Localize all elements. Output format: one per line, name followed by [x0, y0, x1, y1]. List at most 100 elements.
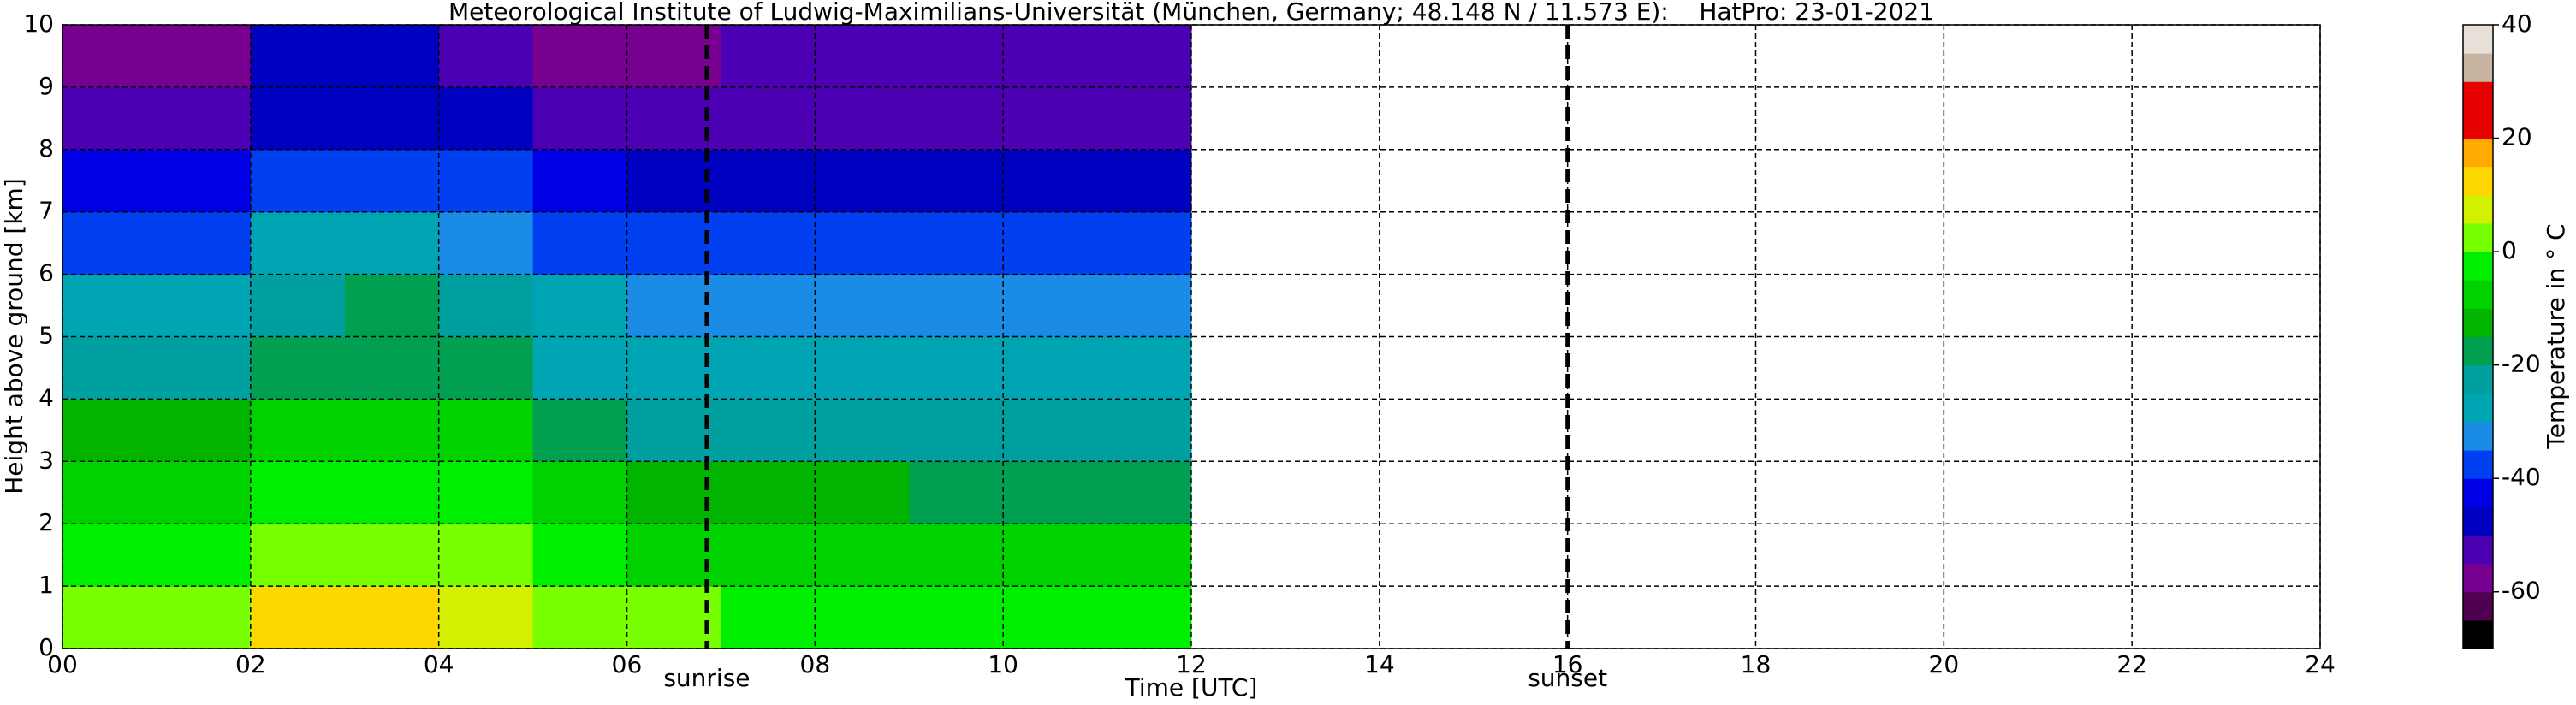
heatmap-cell: [815, 25, 910, 88]
heatmap-cell: [721, 524, 816, 587]
heatmap-cell: [1097, 25, 1192, 88]
colorbar-tick-label: 40: [2502, 9, 2532, 38]
heatmap-cell: [344, 524, 440, 587]
heatmap-cell: [626, 336, 721, 400]
x-tick-label: 04: [424, 650, 454, 678]
heatmap-cell: [1097, 274, 1192, 337]
heatmap-cell: [62, 149, 157, 213]
heatmap-cell: [344, 461, 440, 524]
heatmap-cell: [815, 399, 910, 462]
colorbar-segment: [2463, 110, 2493, 139]
heatmap-cell: [156, 211, 252, 275]
heatmap-cell: [344, 86, 440, 151]
heatmap-cell: [721, 25, 816, 88]
colorbar-segment: [2463, 138, 2493, 168]
heatmap-cell: [156, 399, 252, 462]
y-tick-label: 3: [39, 446, 54, 474]
heatmap-cell: [438, 149, 534, 213]
heatmap-cell: [532, 461, 627, 524]
x-tick-label: 20: [1929, 650, 1960, 678]
x-tick-label: 16: [1552, 650, 1583, 678]
heatmap-cell: [1003, 86, 1098, 151]
heatmap-cell: [156, 336, 252, 400]
heatmap-cell: [250, 524, 346, 587]
colorbar-tick-label: 0: [2502, 236, 2517, 264]
heatmap-cell: [815, 586, 910, 649]
heatmap-cell: [1097, 461, 1192, 524]
heatmap-cell: [438, 211, 534, 275]
heatmap-cell: [156, 274, 252, 337]
heatmap-cell: [344, 274, 440, 337]
colorbar-tick-label: -60: [2502, 577, 2541, 605]
heatmap-cell: [721, 211, 816, 275]
y-tick-label: 1: [39, 571, 54, 599]
x-axis-label: Time [UTC]: [1125, 673, 1258, 702]
heatmap-cell: [815, 86, 910, 151]
heatmap-cell: [1097, 586, 1192, 649]
heatmap-cell: [1003, 524, 1098, 587]
heatmap-cell: [626, 399, 721, 462]
y-tick-label: 8: [39, 134, 54, 163]
x-tick-label: 10: [988, 650, 1018, 678]
x-tick-label: 00: [47, 650, 78, 678]
heatmap-cell: [1003, 399, 1098, 462]
x-tick-label: 12: [1176, 650, 1207, 678]
heatmap-cell: [532, 399, 627, 462]
heatmap-cell: [532, 274, 627, 337]
heatmap-cell: [532, 524, 627, 587]
heatmap-cell: [438, 274, 534, 337]
heatmap-cell: [1097, 399, 1192, 462]
y-axis-label: Height above ground [km]: [0, 178, 28, 495]
x-tick-label: 14: [1364, 650, 1395, 678]
y-tick-label: 4: [39, 383, 54, 412]
heatmap-cell: [815, 336, 910, 400]
heatmap-cell: [250, 586, 346, 649]
x-tick-label: 24: [2305, 650, 2336, 678]
colorbar-segment: [2463, 535, 2493, 565]
x-tick-label: 06: [612, 650, 643, 678]
heatmap-cell: [438, 524, 534, 587]
colorbar-segment: [2463, 53, 2493, 82]
heatmap-cell: [1097, 149, 1192, 213]
heatmap-cell: [1003, 336, 1098, 400]
heatmap-cell: [438, 586, 534, 649]
heatmap-cell: [815, 211, 910, 275]
heatmap-cell: [438, 336, 534, 400]
heatmap-cell: [721, 399, 816, 462]
colorbar-segment: [2463, 450, 2493, 479]
y-tick-label: 5: [39, 322, 54, 350]
heatmap-cell: [909, 86, 1004, 151]
y-tick-label: 2: [39, 508, 54, 536]
colorbar-segment: [2463, 252, 2493, 281]
heatmap-cell: [721, 336, 816, 400]
colorbar-segment: [2463, 591, 2493, 621]
heatmap-cell: [532, 25, 627, 88]
heatmap-cell: [909, 274, 1004, 337]
heatmap-cell: [250, 399, 346, 462]
heatmap-cell: [62, 211, 157, 275]
heatmap-cell: [721, 461, 816, 524]
heatmap-cell: [721, 586, 816, 649]
heatmap-cell: [909, 25, 1004, 88]
colorbar-segment: [2463, 507, 2493, 536]
heatmap-cell: [156, 86, 252, 151]
x-tick-label: 18: [1741, 650, 1772, 678]
heatmap-cell: [1097, 211, 1192, 275]
heatmap-cell: [438, 25, 534, 88]
heatmap-cell: [721, 274, 816, 337]
x-tick-label: 08: [800, 650, 831, 678]
colorbar-segment: [2463, 619, 2493, 649]
heatmap-cell: [62, 86, 157, 151]
heatmap-cell: [815, 461, 910, 524]
heatmap-cell: [1003, 211, 1098, 275]
y-tick-label: 10: [23, 9, 54, 38]
heatmap-cell: [1003, 25, 1098, 88]
heatmap-cell: [62, 274, 157, 337]
heatmap-cell: [532, 336, 627, 400]
heatmap-cell: [532, 86, 627, 151]
colorbar-segment: [2463, 25, 2493, 54]
heatmap-cell: [438, 399, 534, 462]
heatmap-cell: [815, 524, 910, 587]
y-tick-label: 0: [39, 633, 54, 661]
heatmap-cell: [250, 211, 346, 275]
